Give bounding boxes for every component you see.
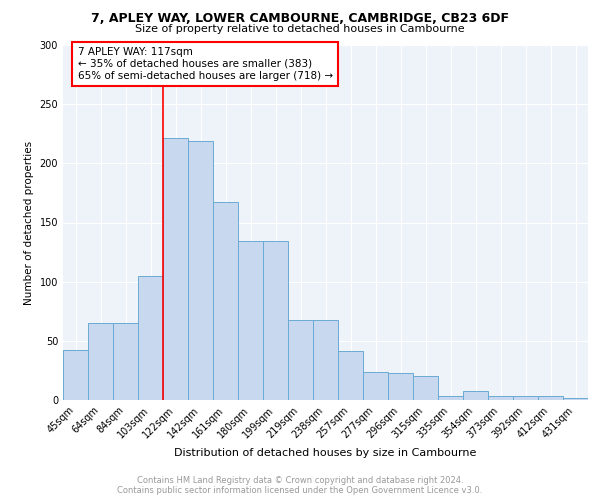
Bar: [413, 376, 438, 400]
Bar: [338, 352, 363, 400]
Bar: [263, 242, 288, 400]
Text: 7, APLEY WAY, LOWER CAMBOURNE, CAMBRIDGE, CB23 6DF: 7, APLEY WAY, LOWER CAMBOURNE, CAMBRIDGE…: [91, 12, 509, 26]
Bar: [363, 372, 388, 400]
Text: Contains HM Land Registry data © Crown copyright and database right 2024.
Contai: Contains HM Land Registry data © Crown c…: [118, 476, 482, 495]
Bar: [513, 396, 538, 400]
Bar: [88, 323, 113, 400]
Bar: [488, 396, 513, 400]
Bar: [563, 398, 588, 400]
X-axis label: Distribution of detached houses by size in Cambourne: Distribution of detached houses by size …: [175, 448, 476, 458]
Bar: [463, 390, 488, 400]
Bar: [63, 350, 88, 400]
Text: Size of property relative to detached houses in Cambourne: Size of property relative to detached ho…: [135, 24, 465, 34]
Bar: [313, 320, 338, 400]
Bar: [438, 396, 463, 400]
Bar: [538, 396, 563, 400]
Text: 7 APLEY WAY: 117sqm
← 35% of detached houses are smaller (383)
65% of semi-detac: 7 APLEY WAY: 117sqm ← 35% of detached ho…: [77, 48, 332, 80]
Bar: [188, 141, 213, 400]
Bar: [388, 373, 413, 400]
Bar: [113, 323, 138, 400]
Bar: [213, 202, 238, 400]
Bar: [288, 320, 313, 400]
Y-axis label: Number of detached properties: Number of detached properties: [24, 140, 34, 304]
Bar: [138, 276, 163, 400]
Bar: [238, 242, 263, 400]
Bar: [163, 138, 188, 400]
